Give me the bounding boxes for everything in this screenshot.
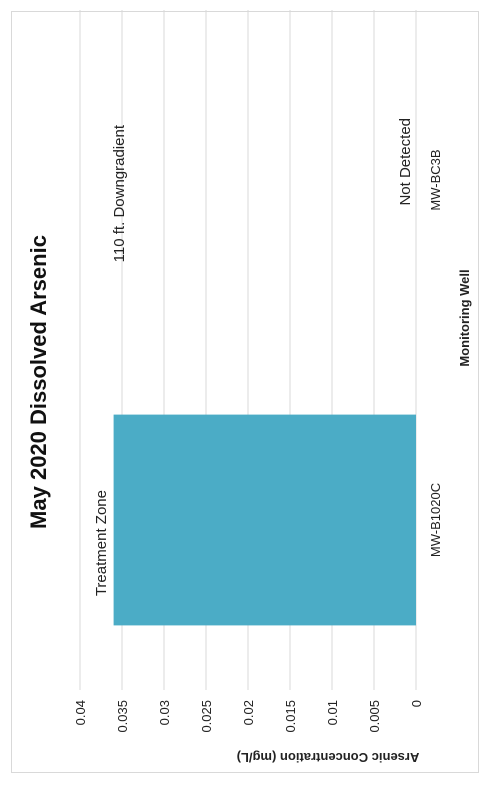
y-tick-label: 0.01 — [325, 700, 340, 725]
y-tick-label: 0.025 — [199, 700, 214, 733]
y-axis-label: Arsenic Concentration (mg/L) — [237, 750, 420, 765]
category-label: MW-B1020C — [428, 483, 443, 557]
category-labels: MW-B1020C MW-BC3B — [428, 149, 443, 557]
y-tick-label: 0.02 — [241, 700, 256, 725]
y-tick-label: 0.035 — [115, 700, 130, 733]
y-tick-label: 0.03 — [157, 700, 172, 725]
category-label: MW-BC3B — [428, 149, 443, 210]
y-tick-label: 0.005 — [367, 700, 382, 733]
y-tick-label: 0.04 — [73, 700, 88, 725]
y-tick-labels: 0 0.005 0.01 0.015 0.02 0.025 0.03 0.035 0.04 — [73, 700, 424, 733]
y-tick-label: 0 — [409, 700, 424, 707]
chart-frame — [11, 11, 479, 773]
y-tick-label: 0.015 — [283, 700, 298, 733]
annotation-treatment-zone: Treatment Zone — [93, 490, 110, 596]
chart-title: May 2020 Dissolved Arsenic — [26, 235, 51, 529]
bars — [113, 414, 416, 626]
annotation-not-detected: Not Detected — [397, 118, 414, 206]
annotation-110ft-downgradient: 110 ft. Downgradient — [111, 124, 128, 262]
bar-mw-b1020c — [113, 414, 416, 626]
x-axis-label: Monitoring Well — [457, 269, 472, 366]
